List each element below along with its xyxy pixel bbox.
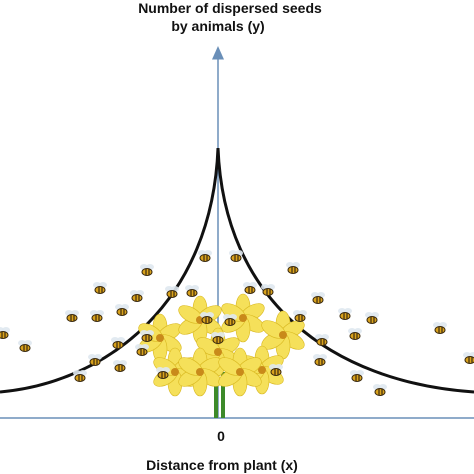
stem [221, 372, 225, 418]
bee-body [339, 312, 351, 320]
bee [229, 250, 243, 262]
origin-label: 0 [217, 428, 225, 444]
bee [18, 340, 32, 352]
bee-body [366, 316, 378, 324]
flower-center [236, 368, 244, 376]
bee-body [212, 336, 224, 344]
bee [286, 262, 300, 274]
bee [313, 354, 327, 366]
bee-body [141, 334, 153, 342]
bee [365, 312, 379, 324]
bee-body [136, 348, 148, 356]
bee [350, 370, 364, 382]
bee-body [166, 290, 178, 298]
bee [243, 282, 257, 294]
bee-body [91, 314, 103, 322]
bee [135, 344, 149, 356]
bee [165, 286, 179, 298]
flower-center [214, 348, 222, 356]
bee-body [19, 344, 31, 352]
bee-body [199, 254, 211, 262]
flower-center [171, 368, 179, 376]
bee-body [294, 314, 306, 322]
bee-body [270, 368, 282, 376]
bee [113, 360, 127, 372]
bee-body [351, 374, 363, 382]
flower [261, 310, 305, 360]
bee-body [201, 316, 213, 324]
bee [315, 334, 329, 346]
bee [65, 310, 79, 322]
bee-body [157, 371, 169, 379]
bee [200, 312, 214, 324]
bee [373, 384, 387, 396]
bee [223, 314, 237, 326]
bee [111, 337, 125, 349]
bee [269, 364, 283, 376]
flower-center [196, 368, 204, 376]
bee [140, 330, 154, 342]
plant [138, 293, 305, 418]
bee [433, 322, 447, 334]
flower-center [258, 366, 266, 374]
bee [185, 285, 199, 297]
bee-body [66, 314, 78, 322]
bee-body [74, 374, 86, 382]
bee-body [116, 308, 128, 316]
bee [198, 250, 212, 262]
bee-body [374, 388, 386, 396]
bee-body [114, 364, 126, 372]
y-axis-label-line1: Number of dispersed seeds [138, 0, 322, 16]
bee [311, 292, 325, 304]
curve-left [0, 147, 220, 394]
bee-body [131, 294, 143, 302]
bee-body [141, 268, 153, 276]
bee-body [224, 318, 236, 326]
bee-body [262, 288, 274, 296]
bee [348, 328, 362, 340]
y-axis-label-line2: by animals (y) [171, 18, 264, 34]
flower [178, 347, 222, 397]
bee [261, 284, 275, 296]
flower [218, 347, 262, 397]
bee [211, 332, 225, 344]
flower-center [156, 334, 164, 342]
bee-body [186, 289, 198, 297]
bee [140, 264, 154, 276]
bee [90, 310, 104, 322]
bee-body [287, 266, 299, 274]
bee [88, 354, 102, 366]
bee [93, 282, 107, 294]
bee-body [349, 332, 361, 340]
bee-body [112, 341, 124, 349]
bee-body [244, 286, 256, 294]
bee [115, 304, 129, 316]
bee-body [0, 331, 9, 339]
flower-center [196, 316, 204, 324]
bee-body [312, 296, 324, 304]
bee-body [314, 358, 326, 366]
bee [73, 370, 87, 382]
bee-body [230, 254, 242, 262]
x-axis-label: Distance from plant (x) [146, 457, 298, 473]
bee [0, 327, 10, 339]
bee-body [316, 338, 328, 346]
bee-body [434, 326, 446, 334]
stem [214, 372, 218, 418]
bee [338, 308, 352, 320]
bee-body [94, 286, 106, 294]
bee [463, 352, 474, 364]
bee [293, 310, 307, 322]
bees [0, 250, 474, 396]
bee [156, 367, 170, 379]
flower-center [279, 331, 287, 339]
flower-center [239, 314, 247, 322]
bee-body [89, 358, 101, 366]
bee [130, 290, 144, 302]
